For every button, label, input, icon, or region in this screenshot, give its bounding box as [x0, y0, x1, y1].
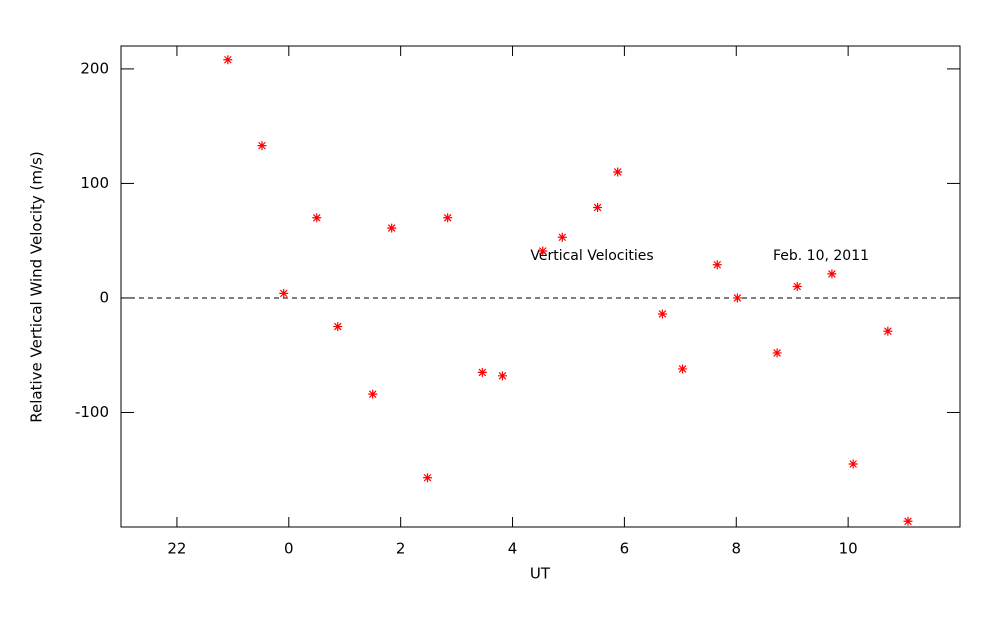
x-tick-label: 10	[839, 540, 858, 558]
x-tick-label: 0	[284, 540, 294, 558]
data-point	[712, 260, 722, 270]
data-point	[443, 213, 453, 223]
data-point	[333, 322, 343, 332]
x-tick-label: 2	[396, 540, 406, 558]
data-point	[368, 389, 378, 399]
y-tick-label: 100	[80, 174, 109, 192]
y-tick-label: 200	[80, 59, 109, 77]
data-point	[792, 282, 802, 291]
data-point	[903, 516, 913, 526]
data-point	[477, 367, 487, 377]
data-point	[772, 348, 782, 358]
data-point	[497, 371, 507, 381]
data-point	[538, 246, 548, 256]
x-axis-label: UT	[530, 565, 551, 583]
data-point	[312, 213, 322, 223]
y-axis-label: Relative Vertical Wind Velocity (m/s)	[28, 151, 46, 422]
data-point	[848, 459, 858, 469]
x-tick-label: 8	[731, 540, 741, 558]
data-point	[257, 141, 267, 151]
annotation: Vertical Velocities	[530, 248, 653, 264]
data-point	[387, 223, 397, 233]
data-point	[593, 202, 603, 212]
data-point	[732, 293, 742, 303]
plot-frame	[120, 45, 961, 528]
data-point	[657, 309, 667, 319]
annotation: Feb. 10, 2011	[773, 248, 869, 264]
data-point	[223, 55, 233, 65]
data-point	[827, 269, 837, 279]
data-point	[423, 473, 433, 483]
x-tick-label: 6	[620, 540, 630, 558]
data-point	[678, 364, 688, 374]
data-point	[557, 232, 567, 242]
x-tick-label: 22	[167, 540, 186, 558]
data-point	[279, 288, 289, 298]
x-tick-label: 4	[508, 540, 518, 558]
data-point	[613, 167, 623, 177]
data-point	[883, 326, 893, 336]
y-tick-label: 0	[99, 288, 109, 306]
y-tick-label: -100	[75, 403, 109, 421]
